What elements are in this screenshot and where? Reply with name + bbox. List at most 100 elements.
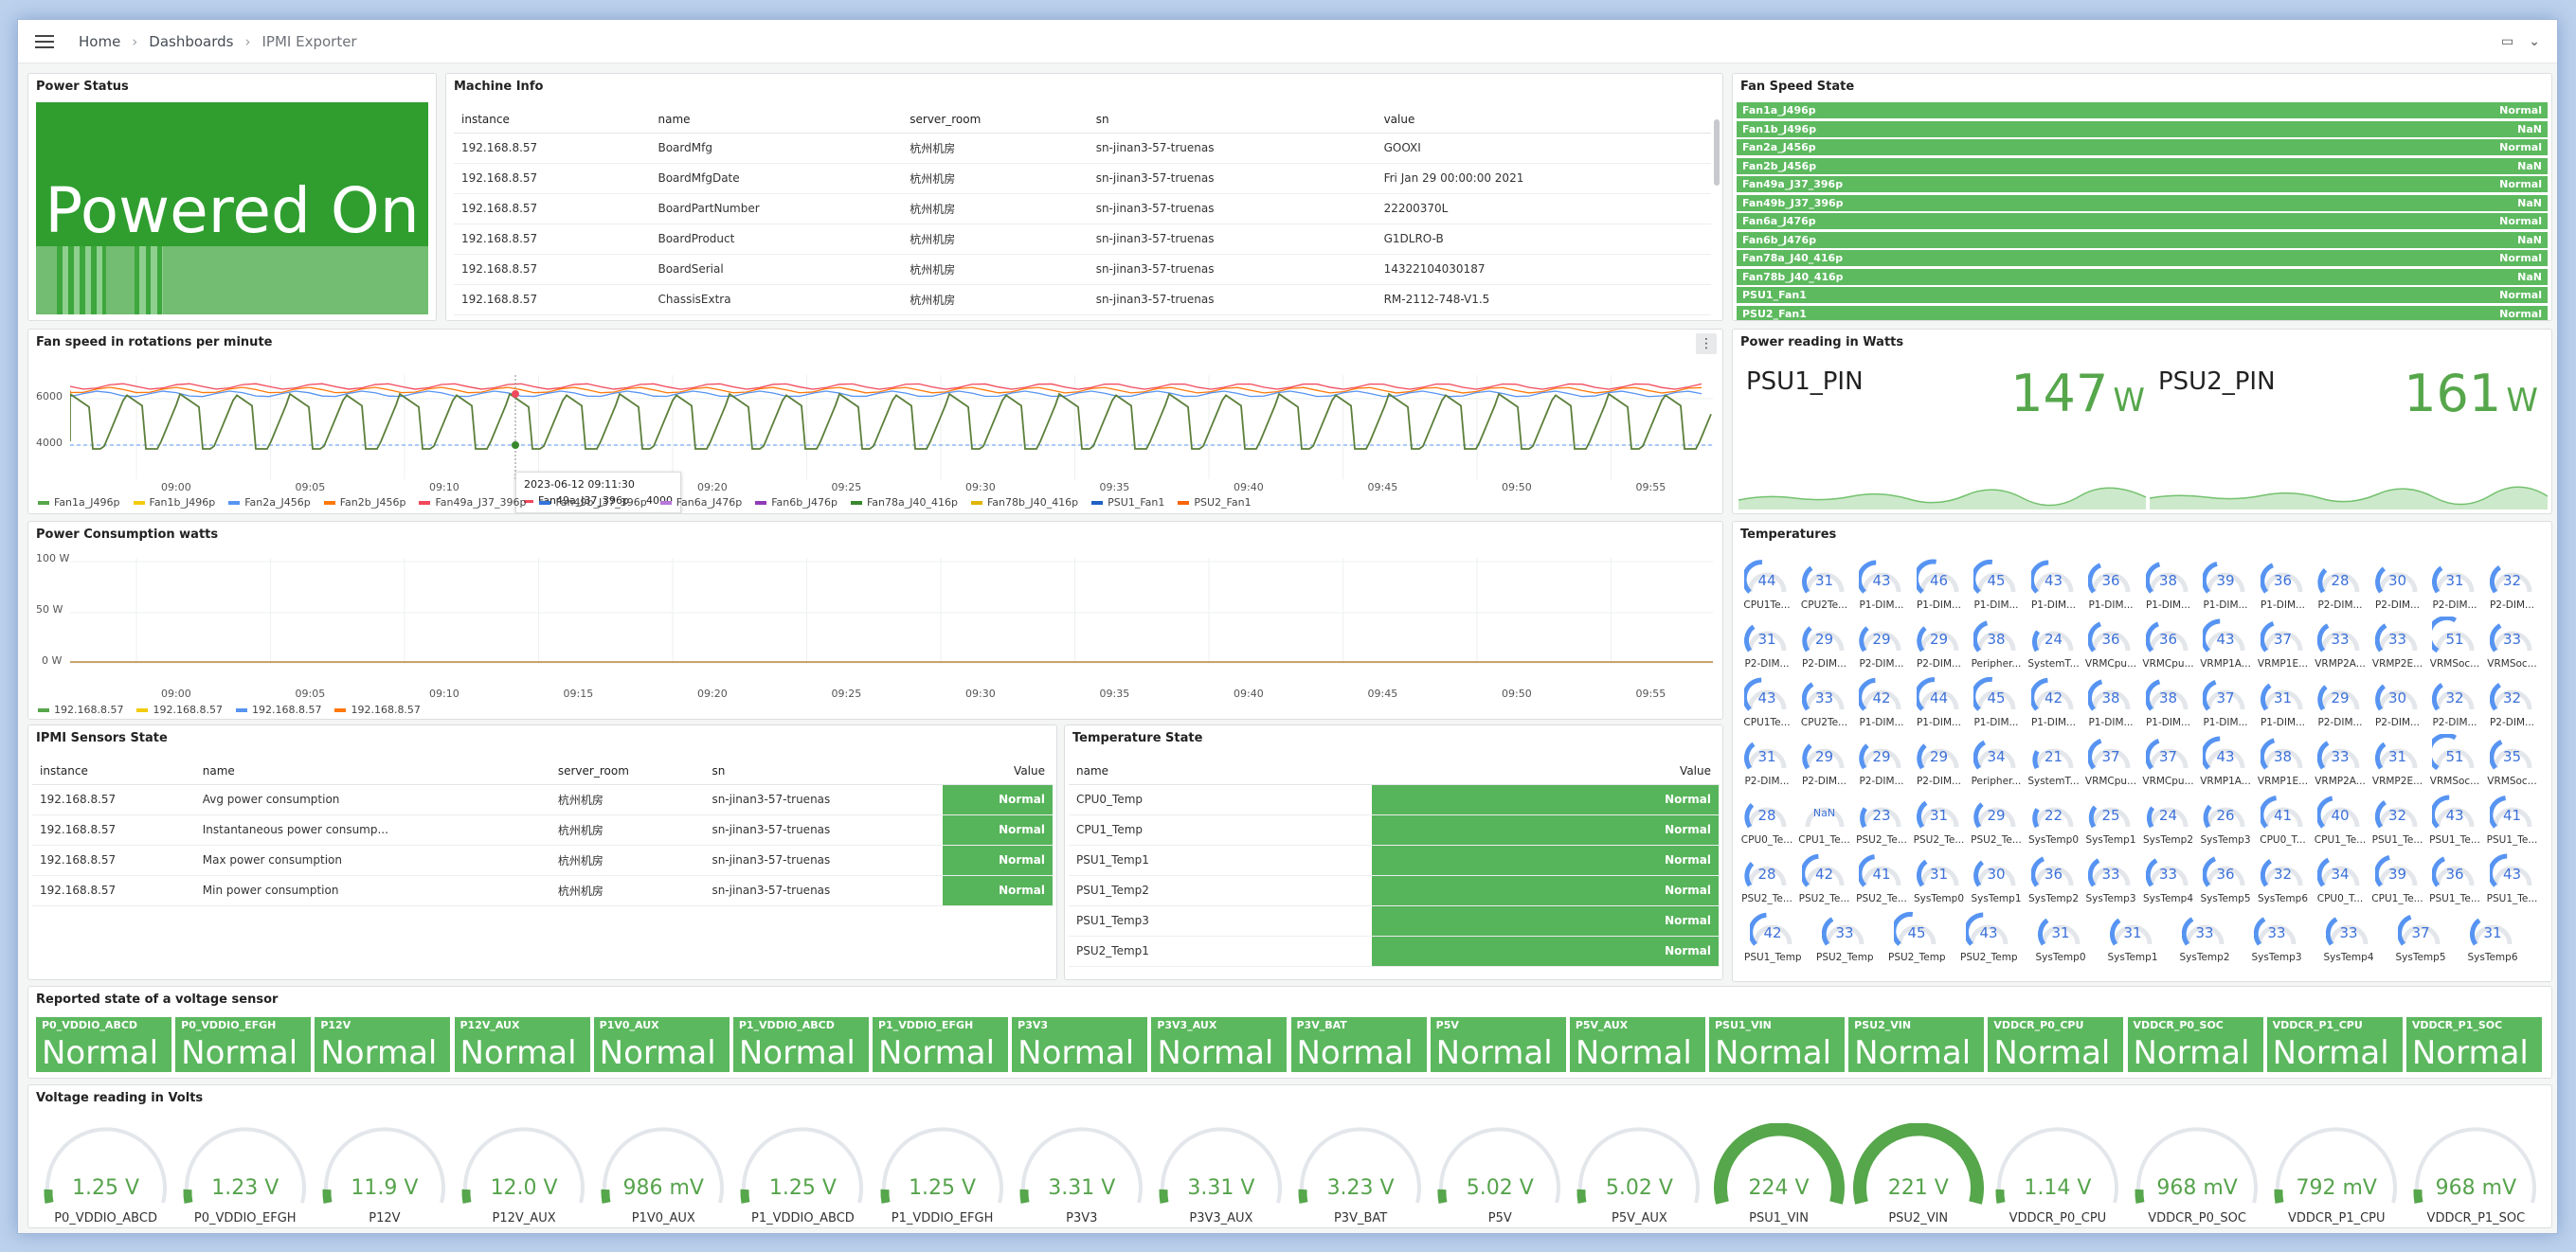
voltage-gauge[interactable]: 968 mV VDDCR_P1_SOC bbox=[2409, 1123, 2542, 1227]
voltage-state-cell[interactable]: P1V0_AUX Normal bbox=[593, 1017, 730, 1072]
column-header[interactable]: value bbox=[1376, 106, 1711, 134]
temperature-gauge[interactable]: 37 VRMCpu... bbox=[2085, 734, 2136, 787]
temperature-gauge[interactable]: 38 P1-DIM... bbox=[2086, 675, 2134, 728]
temperature-gauge[interactable]: 36 P1-DIM... bbox=[2259, 558, 2306, 611]
voltage-gauge[interactable]: 12.0 V P12V_AUX bbox=[458, 1123, 590, 1227]
legend-item[interactable]: 192.168.8.57 bbox=[38, 704, 123, 716]
monitor-icon[interactable]: ▭ bbox=[2501, 33, 2514, 49]
column-header[interactable]: instance bbox=[454, 106, 651, 134]
scrollbar[interactable] bbox=[1714, 119, 1720, 186]
temperature-gauge[interactable]: 28 P2-DIM... bbox=[2317, 558, 2363, 611]
temperature-gauge[interactable]: 33 SysTemp4 bbox=[2323, 910, 2374, 963]
voltage-gauge[interactable]: 3.31 V P3V3 bbox=[1016, 1123, 1148, 1227]
temperature-gauge[interactable]: 31 VRMP2E... bbox=[2372, 734, 2423, 787]
temperature-gauge[interactable]: 37 P1-DIM... bbox=[2202, 675, 2248, 728]
legend-item[interactable]: Fan49a_J37_396p bbox=[419, 496, 526, 509]
temperature-gauge[interactable]: 31 SysTemp6 bbox=[2467, 910, 2518, 963]
temperature-gauge[interactable]: 42 PSU1_Temp3 bbox=[1744, 910, 1801, 963]
temperature-gauge[interactable]: 41 PSU1_Te... bbox=[2487, 793, 2537, 846]
voltage-state-cell[interactable]: P3V3_AUX Normal bbox=[1151, 1017, 1288, 1072]
temperature-gauge[interactable]: 22 SysTemp0 bbox=[2028, 793, 2079, 846]
temperature-gauge[interactable]: 38 P1-DIM... bbox=[2144, 558, 2191, 611]
temperature-gauge[interactable]: 33 SysTemp2 bbox=[2179, 910, 2230, 963]
temperature-gauge[interactable]: 45 P1-DIM... bbox=[1971, 558, 2019, 611]
voltage-gauge[interactable]: 3.23 V P3V_BAT bbox=[1294, 1123, 1427, 1227]
temperature-gauge[interactable]: 38 Peripher... bbox=[1972, 617, 2021, 670]
temperature-gauge[interactable]: 29 P2-DIM... bbox=[1916, 617, 1962, 670]
panel-menu-button[interactable]: ⋮ bbox=[1696, 333, 1717, 354]
temperature-gauge[interactable]: 31 SysTemp1 bbox=[2107, 910, 2158, 963]
temperature-gauge[interactable]: 29 P2-DIM... bbox=[1801, 734, 1847, 787]
temperature-gauge[interactable]: 33 PSU2_Temp1 bbox=[1816, 910, 1873, 963]
temperature-gauge[interactable]: 33 SysTemp3 bbox=[2251, 910, 2302, 963]
voltage-gauge[interactable]: 3.31 V P3V3_AUX bbox=[1155, 1123, 1288, 1227]
temperature-gauge[interactable]: 29 P2-DIM... bbox=[1801, 617, 1847, 670]
voltage-gauge[interactable]: 11.9 V P12V bbox=[318, 1123, 451, 1227]
column-header[interactable]: server_room bbox=[902, 106, 1089, 134]
legend-item[interactable]: Fan78a_J40_416p bbox=[851, 496, 958, 509]
breadcrumb-home[interactable]: Home bbox=[79, 32, 121, 50]
temperature-gauge[interactable]: 33 SysTemp3 bbox=[2085, 851, 2136, 904]
legend-item[interactable]: Fan6b_J476p bbox=[755, 496, 838, 509]
power-consumption-plot[interactable] bbox=[70, 558, 1713, 664]
voltage-state-cell[interactable]: P1_VDDIO_EFGH Normal bbox=[873, 1017, 1009, 1072]
temperature-gauge[interactable]: 45 P1-DIM... bbox=[1971, 675, 2019, 728]
temperature-gauge[interactable]: 36 VRMCpu... bbox=[2142, 617, 2194, 670]
temperature-gauge[interactable]: 32 P2-DIM... bbox=[2489, 675, 2535, 728]
temperature-gauge[interactable]: 23 PSU2_Te... bbox=[1856, 793, 1907, 846]
temperature-gauge[interactable]: 34 CPU0_T... bbox=[2316, 851, 2363, 904]
column-header[interactable]: Value bbox=[1372, 758, 1719, 785]
temperature-gauge[interactable]: 29 P2-DIM... bbox=[2317, 675, 2363, 728]
temperature-gauge[interactable]: 26 SysTemp3 bbox=[2200, 793, 2251, 846]
temperature-gauge[interactable]: 31 SysTemp0 bbox=[1914, 851, 1964, 904]
legend-item[interactable]: 192.168.8.57 bbox=[236, 704, 321, 716]
temperature-gauge[interactable]: 38 VRMP1E... bbox=[2258, 734, 2308, 787]
voltage-state-cell[interactable]: P0_VDDIO_EFGH Normal bbox=[175, 1017, 312, 1072]
column-header[interactable]: sn bbox=[1088, 106, 1377, 134]
temperature-gauge[interactable]: 31 P2-DIM... bbox=[1744, 734, 1790, 787]
temperature-gauge[interactable]: NaN CPU1_Te... bbox=[1798, 793, 1849, 846]
voltage-state-cell[interactable]: VDDCR_P0_CPU Normal bbox=[1988, 1017, 2124, 1072]
temperature-gauge[interactable]: 35 VRMSoc... bbox=[2487, 734, 2537, 787]
temperature-gauge[interactable]: 36 PSU1_Te... bbox=[2429, 851, 2480, 904]
temperature-gauge[interactable]: 41 CPU0_T... bbox=[2258, 793, 2306, 846]
temperature-gauge[interactable]: 44 CPU1Te... bbox=[1741, 558, 1791, 611]
temperature-gauge[interactable]: 29 P2-DIM... bbox=[1859, 617, 1904, 670]
temperature-gauge[interactable]: 51 VRMSoc... bbox=[2426, 615, 2479, 670]
temperature-gauge[interactable]: 31 P2-DIM... bbox=[2432, 558, 2477, 611]
legend-item[interactable]: Fan2a_J456p bbox=[228, 496, 311, 509]
temperature-gauge[interactable]: 36 SysTemp2 bbox=[2028, 851, 2079, 904]
column-header[interactable]: instance bbox=[32, 758, 195, 785]
voltage-gauge[interactable]: 986 mV P1V0_AUX bbox=[597, 1123, 730, 1227]
temperature-gauge[interactable]: 34 Peripher... bbox=[1972, 734, 2021, 787]
temperature-gauge[interactable]: 43 PSU2_Temp3 bbox=[1960, 910, 2017, 963]
temperature-gauge[interactable]: 33 SysTemp4 bbox=[2143, 851, 2193, 904]
temperature-gauge[interactable]: 43 VRMP1A... bbox=[2200, 734, 2251, 787]
temperature-gauge[interactable]: 31 CPU2Te... bbox=[1801, 558, 1847, 611]
voltage-gauge[interactable]: 1.14 V VDDCR_P0_CPU bbox=[1991, 1123, 2124, 1227]
column-header[interactable]: sn bbox=[704, 758, 943, 785]
temperature-gauge[interactable]: 43 PSU1_Te... bbox=[2429, 793, 2480, 846]
temperature-gauge[interactable]: 30 P2-DIM... bbox=[2374, 675, 2421, 728]
legend-item[interactable]: Fan6a_J476p bbox=[660, 496, 743, 509]
fan-speed-plot[interactable] bbox=[70, 375, 1713, 479]
legend-item[interactable]: PSU2_Fan1 bbox=[1178, 496, 1251, 509]
temperature-gauge[interactable]: 32 SysTemp6 bbox=[2258, 851, 2308, 904]
temperature-gauge[interactable]: 42 P1-DIM... bbox=[2028, 675, 2077, 728]
temperature-gauge[interactable]: 36 P1-DIM... bbox=[2087, 558, 2134, 611]
legend-item[interactable]: Fan78b_J40_416p bbox=[971, 496, 1078, 509]
temperature-gauge[interactable]: 39 P1-DIM... bbox=[2201, 558, 2248, 611]
temperature-gauge[interactable]: 43 P1-DIM... bbox=[2028, 558, 2077, 611]
temperature-gauge[interactable]: 31 P2-DIM... bbox=[1744, 617, 1790, 670]
voltage-gauge[interactable]: 224 V PSU1_VIN bbox=[1713, 1122, 1846, 1227]
voltage-state-cell[interactable]: P5V_AUX Normal bbox=[1569, 1017, 1705, 1072]
legend-item[interactable]: 192.168.8.57 bbox=[334, 704, 420, 716]
temperature-gauge[interactable]: 33 VRMP2E... bbox=[2372, 617, 2423, 670]
temperature-gauge[interactable]: 43 P1-DIM... bbox=[1857, 558, 1904, 611]
voltage-gauge[interactable]: 1.25 V P1_VDDIO_ABCD bbox=[736, 1123, 869, 1227]
temperature-gauge[interactable]: 31 P1-DIM... bbox=[2260, 675, 2306, 728]
temperature-gauge[interactable]: 29 P2-DIM... bbox=[1859, 734, 1904, 787]
temperature-gauge[interactable]: 33 VRMP2A... bbox=[2315, 617, 2366, 670]
temperature-gauge[interactable]: 25 SysTemp1 bbox=[2085, 793, 2136, 846]
temperature-gauge[interactable]: 33 VRMSoc... bbox=[2487, 617, 2537, 670]
